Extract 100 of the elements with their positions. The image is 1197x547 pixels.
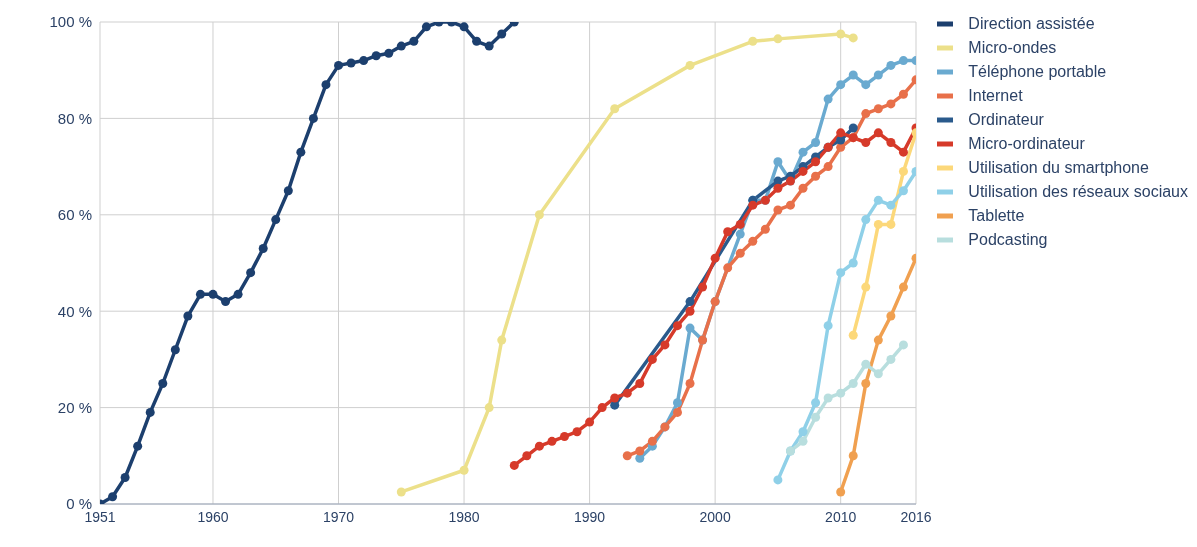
point: [773, 205, 783, 215]
point: [685, 60, 695, 70]
point: [886, 311, 896, 321]
point: [874, 369, 884, 379]
point: [685, 297, 695, 307]
legend-label: Téléphone portable: [968, 63, 1107, 81]
point: [861, 215, 871, 225]
point: [748, 236, 758, 246]
point: [673, 407, 683, 417]
x-tick-label: 1980: [448, 508, 481, 525]
point: [874, 70, 884, 80]
point: [811, 412, 821, 422]
point: [748, 200, 758, 210]
point: [761, 224, 771, 234]
x-tick-label: 2010: [825, 508, 857, 525]
point: [849, 451, 859, 461]
point: [798, 427, 808, 437]
point: [623, 451, 633, 461]
point: [736, 248, 746, 258]
point: [673, 398, 683, 408]
point: [798, 147, 808, 157]
point: [648, 354, 658, 364]
point: [798, 183, 808, 193]
point: [334, 60, 344, 70]
y-tick-label: 40 %: [58, 302, 93, 320]
point: [811, 157, 821, 167]
y-tick-label: 100 %: [49, 13, 93, 31]
point: [208, 289, 218, 299]
point: [861, 359, 871, 369]
point: [874, 335, 884, 345]
point: [874, 128, 884, 138]
point: [459, 465, 469, 475]
point: [723, 227, 733, 237]
point: [409, 36, 419, 46]
point: [836, 268, 846, 278]
point: [510, 460, 520, 470]
point: [597, 403, 607, 413]
point: [284, 186, 294, 196]
point: [572, 427, 582, 437]
point: [120, 472, 130, 482]
point: [610, 400, 620, 410]
y-tick-label: 20 %: [58, 398, 93, 416]
point: [108, 492, 118, 502]
point: [861, 80, 871, 90]
point: [798, 436, 808, 446]
point: [836, 487, 846, 497]
point: [660, 340, 670, 350]
point: [823, 393, 833, 403]
point: [485, 403, 494, 413]
point: [823, 162, 833, 172]
legend-label: Utilisation des réseaux sociaux: [968, 183, 1188, 201]
point: [886, 138, 896, 147]
point: [823, 94, 833, 104]
legend-label: Podcasting: [968, 231, 1048, 249]
point: [899, 340, 909, 350]
point: [899, 89, 909, 99]
point: [773, 183, 783, 193]
point: [736, 219, 746, 229]
point: [899, 147, 909, 157]
point: [685, 379, 695, 388]
point: [233, 289, 243, 299]
legend-label: Micro-ondes: [968, 39, 1057, 57]
point: [773, 34, 783, 44]
point: [899, 282, 909, 292]
point: [522, 451, 532, 461]
x-tick-label: 2016: [900, 508, 933, 525]
point: [535, 441, 545, 451]
point: [422, 22, 432, 32]
point: [635, 379, 645, 388]
point: [585, 417, 595, 427]
point: [861, 109, 871, 119]
point: [710, 253, 720, 263]
point: [899, 186, 909, 196]
point: [635, 446, 645, 456]
y-tick-label: 80 %: [58, 109, 93, 127]
point: [899, 56, 909, 66]
point: [535, 210, 545, 220]
point: [296, 147, 306, 157]
point: [547, 436, 557, 446]
point: [698, 282, 708, 292]
point: [309, 113, 319, 123]
legend-label: Micro-ordinateur: [968, 135, 1085, 153]
point: [798, 166, 808, 176]
point: [271, 215, 281, 225]
point: [610, 393, 620, 403]
point: [623, 388, 633, 398]
point: [610, 104, 620, 114]
point: [836, 128, 846, 138]
x-tick-label: 1960: [197, 508, 230, 525]
point: [886, 99, 896, 109]
legend-label: Ordinateur: [968, 111, 1044, 129]
point: [823, 321, 833, 331]
point: [384, 48, 394, 58]
legend-label: Direction assistée: [968, 15, 1095, 33]
point: [685, 323, 695, 333]
point: [861, 138, 871, 147]
point: [146, 407, 156, 417]
point: [723, 263, 733, 273]
point: [874, 195, 884, 205]
point: [886, 60, 896, 70]
